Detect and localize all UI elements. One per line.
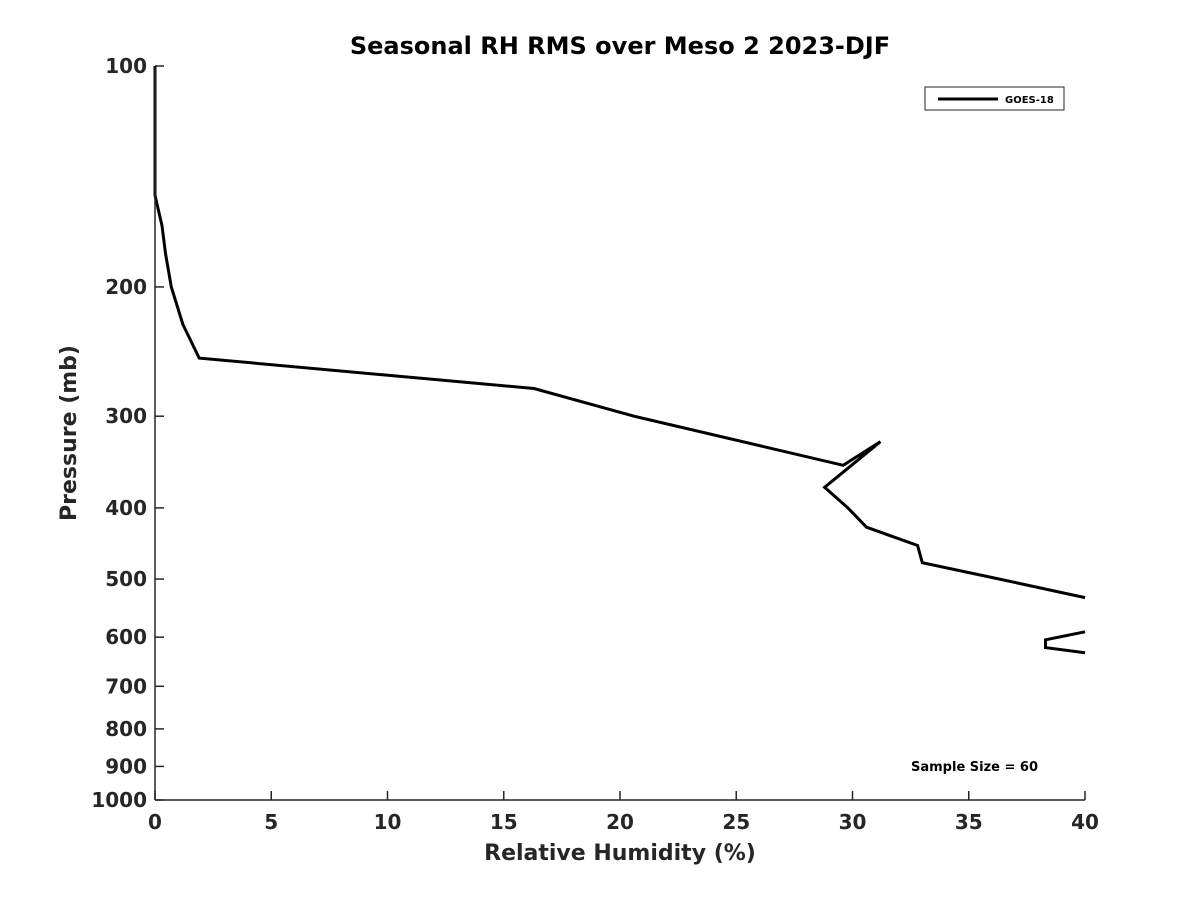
y-tick-label: 1000 xyxy=(91,788,147,812)
x-tick-label: 5 xyxy=(264,810,278,834)
x-tick-label: 10 xyxy=(374,810,402,834)
x-tick-label: 25 xyxy=(722,810,750,834)
x-tick-label: 0 xyxy=(148,810,162,834)
sample-size-annotation: Sample Size = 60 xyxy=(911,760,1038,775)
x-tick-label: 15 xyxy=(490,810,518,834)
chart-title: Seasonal RH RMS over Meso 2 2023-DJF xyxy=(350,32,890,60)
y-tick-label: 700 xyxy=(105,674,147,698)
y-tick-label: 400 xyxy=(105,496,147,520)
legend: GOES-18 xyxy=(924,86,1065,111)
x-tick-label: 35 xyxy=(955,810,983,834)
series-line-goes-18 xyxy=(1044,630,1086,655)
x-tick-label: 20 xyxy=(606,810,634,834)
series-line-goes-18 xyxy=(153,66,1086,600)
x-tick-label: 30 xyxy=(839,810,867,834)
y-axis-label: Pressure (mb) xyxy=(57,345,82,521)
y-tick-label: 300 xyxy=(105,404,147,428)
x-tick-label: 40 xyxy=(1071,810,1099,834)
x-axis-label: Relative Humidity (%) xyxy=(484,841,756,866)
y-tick-label: 900 xyxy=(105,754,147,778)
y-tick-label: 600 xyxy=(105,625,147,649)
y-tick-label: 500 xyxy=(105,567,147,591)
series-layer xyxy=(153,66,1086,655)
y-tick-label: 800 xyxy=(105,717,147,741)
tick-layer: 0 5 10 15 20 25 30 35 40 100 200 300 400 500 600 700 800… xyxy=(91,54,1099,834)
legend-label: GOES-18 xyxy=(1005,95,1054,106)
y-tick-label: 200 xyxy=(105,275,147,299)
y-tick-label: 100 xyxy=(105,54,147,78)
